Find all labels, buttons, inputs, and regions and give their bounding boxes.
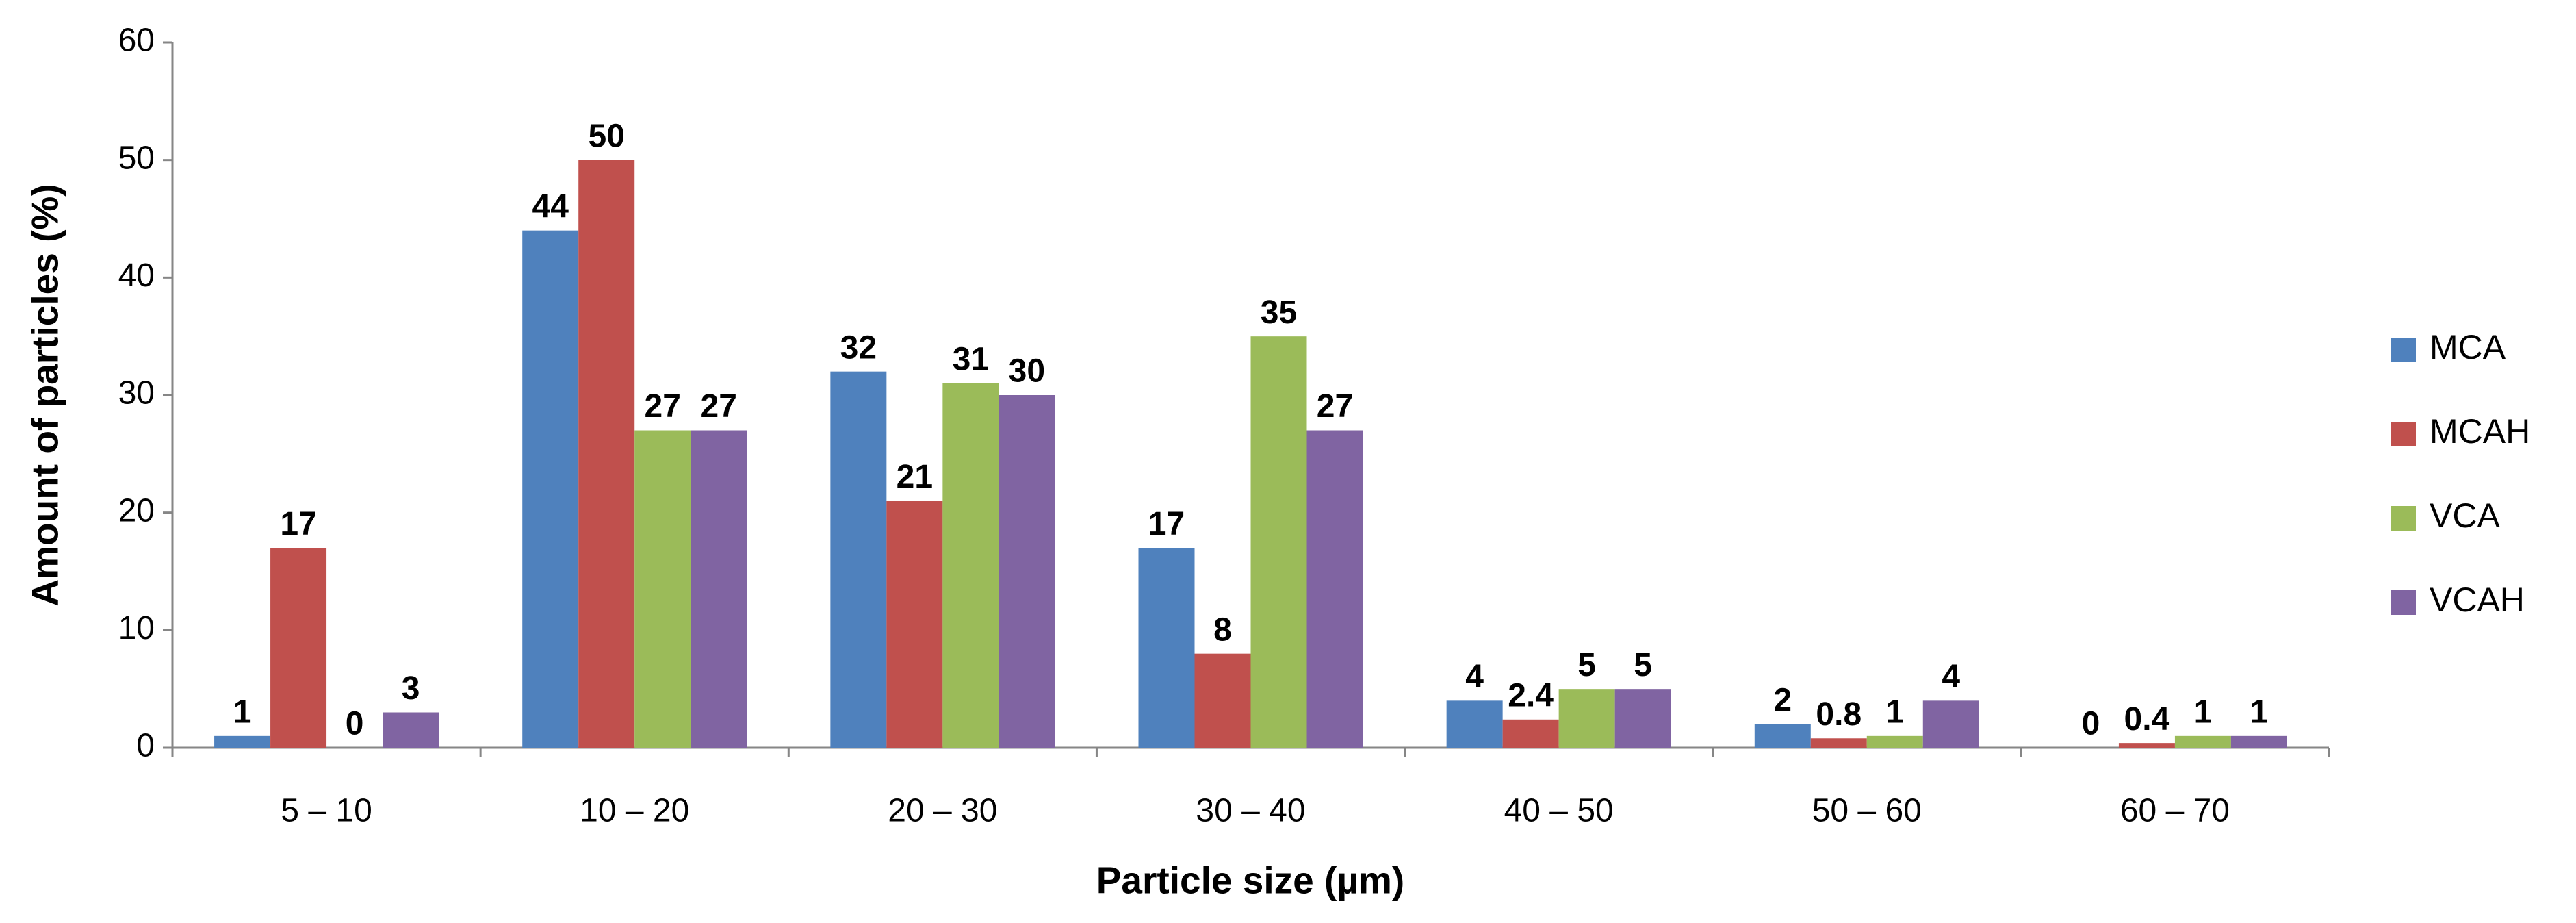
value-label: 0.8	[1816, 696, 1862, 733]
legend-label: MCAH	[2430, 412, 2530, 451]
y-axis-title: Amount of particles (%)	[24, 184, 66, 606]
value-label: 50	[589, 118, 625, 154]
bar	[691, 430, 747, 748]
value-label: 5	[1577, 647, 1596, 683]
bar	[578, 160, 635, 748]
y-tick-label: 50	[118, 140, 155, 176]
bar	[886, 501, 943, 748]
bar	[2230, 735, 2287, 748]
legend-label: VCA	[2430, 496, 2500, 535]
x-tick-label: 40 – 50	[1504, 793, 1614, 829]
x-tick-label: 50 – 60	[1812, 793, 1922, 829]
y-tick-label: 60	[118, 23, 155, 59]
bar	[214, 735, 271, 748]
y-tick-label: 0	[136, 728, 155, 764]
y-tick-label: 20	[118, 492, 155, 529]
bar	[1138, 548, 1195, 748]
x-tick-label: 10 – 20	[580, 793, 689, 829]
bar	[1446, 700, 1503, 748]
bar	[1558, 689, 1615, 748]
bar	[830, 371, 887, 748]
value-label: 35	[1261, 294, 1297, 331]
bar	[1502, 719, 1559, 748]
legend-label: VCAH	[2430, 581, 2525, 619]
value-label: 2	[1773, 682, 1792, 718]
value-label: 1	[2250, 694, 2269, 731]
bar	[1306, 430, 1363, 748]
bar	[2174, 735, 2231, 748]
legend-swatch	[2391, 590, 2416, 615]
bar	[1614, 689, 1671, 748]
bar	[1250, 336, 1307, 748]
legend-swatch	[2391, 506, 2416, 531]
legend-label: MCA	[2430, 328, 2506, 366]
value-label: 32	[840, 329, 877, 366]
bar	[1754, 724, 1811, 748]
y-tick-label: 30	[118, 375, 155, 412]
value-label: 27	[645, 388, 681, 425]
value-label: 0	[2082, 706, 2100, 742]
value-label: 1	[233, 694, 252, 731]
bar	[1922, 700, 1979, 748]
y-tick-label: 10	[118, 610, 155, 646]
value-label: 17	[280, 506, 316, 542]
bar	[1866, 735, 1923, 748]
value-label: 27	[701, 388, 737, 425]
value-label: 0.4	[2124, 701, 2170, 737]
x-tick-label: 20 – 30	[888, 793, 997, 829]
x-tick-label: 5 – 10	[281, 793, 372, 829]
bar	[999, 395, 1055, 748]
value-label: 21	[897, 459, 933, 495]
x-tick-label: 60 – 70	[2120, 793, 2230, 829]
bar	[942, 383, 999, 748]
value-label: 8	[1213, 611, 1232, 648]
bar	[522, 230, 579, 748]
bar	[383, 712, 439, 748]
value-label: 3	[402, 670, 420, 707]
value-label: 2.4	[1508, 677, 1554, 713]
legend-swatch	[2391, 422, 2416, 446]
bar	[2118, 743, 2175, 748]
legend-swatch	[2391, 338, 2416, 362]
value-label: 4	[1465, 659, 1484, 695]
value-label: 27	[1317, 388, 1353, 425]
value-label: 17	[1148, 506, 1185, 542]
value-label: 4	[1942, 659, 1960, 695]
x-tick-label: 30 – 40	[1196, 793, 1305, 829]
value-label: 1	[1885, 694, 1904, 731]
y-tick-label: 40	[118, 257, 155, 294]
x-axis-title: Particle size (µm)	[1096, 859, 1404, 902]
value-label: 5	[1634, 647, 1652, 683]
bar	[1810, 738, 1867, 748]
value-label: 0	[346, 706, 364, 742]
value-label: 1	[2194, 694, 2213, 731]
value-label: 30	[1009, 353, 1045, 390]
value-label: 31	[953, 342, 989, 378]
bar	[634, 430, 691, 748]
bar	[270, 548, 327, 748]
value-label: 44	[532, 188, 569, 225]
bar	[1194, 653, 1251, 748]
